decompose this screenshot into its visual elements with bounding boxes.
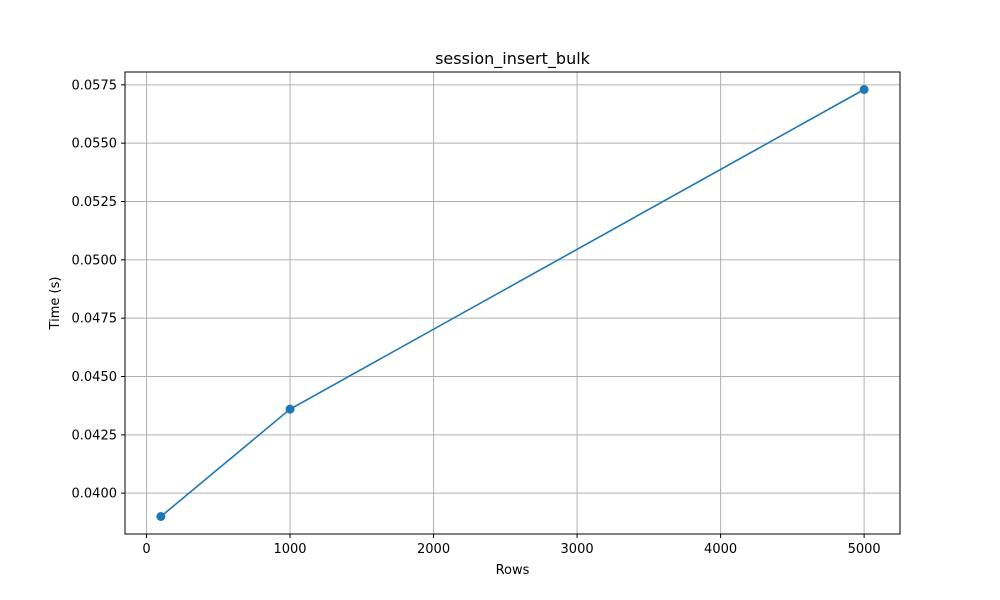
x-axis-ticks: 0 1000 2000 3000 4000 5000 [142,534,881,557]
x-tick-label: 4000 [704,542,737,557]
y-tick-label: 0.0500 [72,253,118,268]
x-axis-label: Rows [496,563,530,578]
x-tick-label: 2000 [417,542,450,557]
y-tick-label: 0.0400 [72,487,118,502]
y-tick-label: 0.0475 [72,312,118,327]
y-tick-label: 0.0525 [72,195,118,210]
x-tick-label: 1000 [273,542,306,557]
data-point [285,404,295,414]
y-tick-label: 0.0550 [72,137,118,152]
data-point [156,512,166,521]
y-tick-label: 0.0425 [72,428,118,443]
y-tick-label: 0.0450 [72,370,118,385]
x-tick-label: 3000 [561,542,594,557]
plot-frame [124,71,901,535]
x-tick-label: 0 [142,542,150,557]
y-axis-ticks: 0.0400 0.0425 0.0450 0.0475 0.0500 0.0525 0.05… [72,78,125,502]
grid-lines [125,72,900,534]
data-point [859,85,869,94]
chart-title: session_insert_bulk [435,49,591,69]
y-axis-label: Time (s) [48,277,63,331]
series-layer [156,85,869,521]
x-tick-label: 5000 [848,542,881,557]
y-tick-label: 0.0575 [72,78,118,93]
